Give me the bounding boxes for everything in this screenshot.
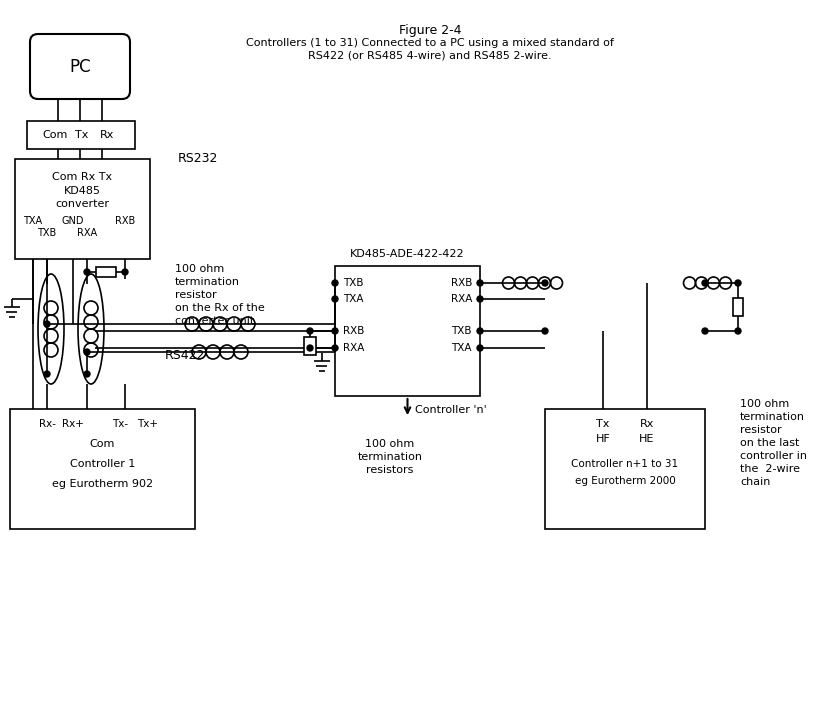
- Text: termination: termination: [357, 452, 422, 462]
- Circle shape: [306, 328, 313, 334]
- Text: TXA: TXA: [451, 343, 472, 353]
- Text: Rx+: Rx+: [61, 419, 84, 429]
- Text: TXB: TXB: [342, 278, 363, 288]
- Text: on the last: on the last: [739, 438, 799, 448]
- Text: chain: chain: [739, 477, 769, 487]
- Text: RS422 (or RS485 4-wire) and RS485 2-wire.: RS422 (or RS485 4-wire) and RS485 2-wire…: [308, 51, 551, 61]
- Circle shape: [734, 328, 740, 334]
- Bar: [732, 298, 742, 316]
- Bar: [335, 266, 479, 396]
- Bar: [15, 159, 150, 259]
- Circle shape: [44, 371, 50, 377]
- Text: Tx: Tx: [75, 130, 88, 140]
- Circle shape: [541, 328, 547, 334]
- Text: Rx: Rx: [100, 130, 114, 140]
- Circle shape: [734, 280, 740, 286]
- Ellipse shape: [78, 274, 104, 384]
- Text: PC: PC: [69, 58, 91, 76]
- Text: Tx: Tx: [595, 419, 609, 429]
- Text: Rx-: Rx-: [39, 419, 56, 429]
- Text: KD485-ADE-422-422: KD485-ADE-422-422: [350, 249, 464, 259]
- Text: KD485: KD485: [64, 186, 101, 196]
- Circle shape: [84, 371, 90, 377]
- Text: resistor: resistor: [174, 290, 216, 300]
- Text: RXB: RXB: [450, 278, 472, 288]
- Text: the  2-wire: the 2-wire: [739, 464, 799, 474]
- Text: RXB: RXB: [115, 216, 135, 226]
- Text: Com: Com: [43, 130, 68, 140]
- Circle shape: [332, 328, 337, 334]
- Text: GND: GND: [61, 216, 84, 226]
- Text: 100 ohm: 100 ohm: [365, 439, 414, 449]
- Text: Rx: Rx: [639, 419, 654, 429]
- Text: Com Rx Tx: Com Rx Tx: [52, 172, 112, 182]
- Circle shape: [701, 328, 707, 334]
- Text: HE: HE: [639, 434, 654, 444]
- Text: RXB: RXB: [342, 326, 364, 336]
- Circle shape: [306, 345, 313, 351]
- Text: eg Eurotherm 2000: eg Eurotherm 2000: [574, 476, 675, 486]
- Text: on the Rx of the: on the Rx of the: [174, 303, 265, 313]
- Text: Tx-: Tx-: [112, 419, 129, 429]
- Text: RXA: RXA: [342, 343, 364, 353]
- Ellipse shape: [38, 274, 64, 384]
- Circle shape: [122, 269, 128, 275]
- Text: TXB: TXB: [38, 228, 57, 238]
- Bar: [304, 337, 315, 355]
- Text: RS422: RS422: [165, 349, 205, 363]
- Text: 100 ohm: 100 ohm: [174, 264, 224, 274]
- Text: controller in: controller in: [739, 451, 806, 461]
- Text: Controller n+1 to 31: Controller n+1 to 31: [571, 459, 678, 469]
- Circle shape: [44, 321, 50, 327]
- Circle shape: [477, 280, 482, 286]
- Circle shape: [84, 349, 90, 355]
- Text: Controllers (1 to 31) Connected to a PC using a mixed standard of: Controllers (1 to 31) Connected to a PC …: [246, 38, 613, 48]
- Text: Tx+: Tx+: [137, 419, 158, 429]
- Text: TXB: TXB: [451, 326, 472, 336]
- Circle shape: [541, 280, 547, 286]
- Text: RXA: RXA: [77, 228, 97, 238]
- Text: converter: converter: [56, 199, 110, 209]
- Circle shape: [701, 280, 707, 286]
- Text: TXA: TXA: [24, 216, 43, 226]
- Circle shape: [84, 269, 90, 275]
- Text: termination: termination: [739, 412, 804, 422]
- Text: resistor: resistor: [739, 425, 781, 435]
- Circle shape: [477, 328, 482, 334]
- Text: RS232: RS232: [178, 153, 218, 166]
- Text: RXA: RXA: [450, 294, 472, 304]
- Circle shape: [332, 280, 337, 286]
- Text: termination: termination: [174, 277, 240, 287]
- Bar: [96, 267, 115, 277]
- Bar: [545, 409, 704, 529]
- Text: 100 ohm: 100 ohm: [739, 399, 788, 409]
- Text: Figure 2-4: Figure 2-4: [398, 24, 460, 37]
- Text: Controller 'n': Controller 'n': [415, 405, 486, 415]
- Text: Com: Com: [90, 439, 115, 449]
- Circle shape: [477, 345, 482, 351]
- Text: converter unit: converter unit: [174, 316, 254, 326]
- Circle shape: [332, 296, 337, 302]
- Text: HF: HF: [595, 434, 609, 444]
- Text: resistors: resistors: [366, 465, 413, 475]
- Bar: [27, 121, 135, 149]
- Text: Controller 1: Controller 1: [70, 459, 135, 469]
- Circle shape: [332, 345, 337, 351]
- Text: eg Eurotherm 902: eg Eurotherm 902: [52, 479, 153, 489]
- Text: TXA: TXA: [342, 294, 363, 304]
- Bar: [10, 409, 195, 529]
- Circle shape: [477, 296, 482, 302]
- FancyBboxPatch shape: [30, 34, 130, 99]
